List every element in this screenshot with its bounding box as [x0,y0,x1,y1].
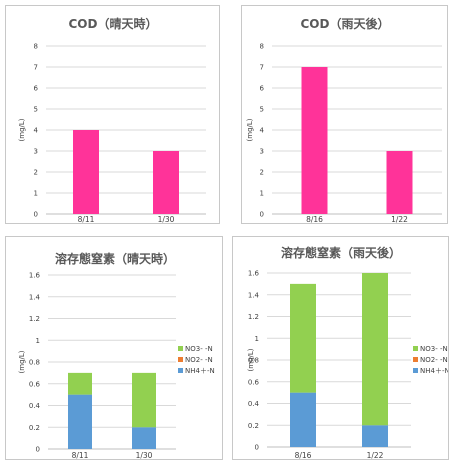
x-category-label: 1/30 [136,451,153,460]
nitrogen-rainy-chart-panel: 溶存態窒素（雨天後） (mg/L) 0 0.2 0.4 0.6 0.8 1 1.2 1.4 1.6 8… [232,236,449,460]
y-tick-label: 0.2 [29,424,40,432]
y-tick-label: 1 [36,337,40,345]
legend-label-nh4: NH4＋-N [185,367,215,375]
cod-sunny-chart-panel: COD（晴天時） (mg/L) 0 1 2 3 4 5 6 7 8 8/11 1/30 [5,5,220,224]
y-tick-label: 3 [260,148,264,156]
legend-label-nh4: NH4＋-N [420,367,449,375]
nitrogen-sunny-svg: 溶存態窒素（晴天時） (mg/L) 0 0.2 0.4 0.6 0.8 1 1.2 1.4 1.6 8… [18,251,215,460]
bar-segment-nh4-8-16 [290,392,316,447]
x-category-label: 1/30 [158,215,175,224]
y-tick-label: 1.6 [248,270,260,278]
chart-title: 溶存態窒素（雨天後） [281,245,401,260]
cod-rainy-chart-panel: COD（雨天後） (mg/L) 0 1 2 3 4 5 6 7 8 8/16 1/22 [241,5,448,224]
legend-label-no3: NO3- -N [185,345,213,353]
bar-segment-no3-1-30 [132,372,156,428]
bar-1-30 [153,151,179,214]
chart-title: 溶存態窒素（晴天時） [55,251,175,266]
y-tick-label: 2 [34,169,38,177]
legend-label-no3: NO3- -N [420,345,448,353]
y-tick-label: 0.8 [29,359,40,367]
bar-segment-nh4-1-30 [132,427,156,449]
y-tick-label: 8 [260,43,264,51]
bar-1-22 [386,151,413,214]
x-category-label: 8/11 [78,215,95,224]
bar-segment-no3-8-11 [68,372,92,395]
legend-label-no2: NO2- -N [185,356,213,364]
cod-sunny-svg: COD（晴天時） (mg/L) 0 1 2 3 4 5 6 7 8 8/11 1/30 [18,16,206,224]
y-axis-label: (mg/L) [18,118,26,141]
y-tick-label: 1 [34,190,38,198]
y-tick-label: 0.6 [29,380,41,388]
y-axis-label: (mg/L) [246,118,254,141]
bar-segment-nh4-1-22 [362,425,388,447]
legend-label-no2: NO2- -N [420,356,448,364]
x-category-label: 1/22 [367,451,384,460]
bar-segment-no3-1-22 [362,273,388,426]
legend-swatch-no2 [413,357,418,362]
y-tick-label: 5 [34,106,38,114]
chart-title: COD（晴天時） [69,16,158,31]
y-tick-label: 3 [34,148,38,156]
y-axis-label: (mg/L) [18,350,26,373]
legend-swatch-no3 [178,346,183,351]
y-axis-label: (mg/L) [247,348,255,371]
y-tick-label: 8 [34,43,38,51]
y-tick-label: 1.4 [29,293,41,301]
x-category-label: 1/22 [391,215,408,224]
y-tick-label: 0 [260,211,264,219]
y-tick-label: 0.8 [248,357,259,365]
y-tick-label: 5 [260,106,264,114]
x-category-label: 8/16 [295,451,312,460]
y-tick-label: 1 [255,335,259,343]
y-tick-label: 0.6 [248,378,260,386]
legend-swatch-no2 [178,357,183,362]
y-tick-label: 1.6 [29,272,41,280]
y-tick-label: 0.2 [248,422,259,430]
y-tick-label: 2 [260,169,264,177]
chart-title: COD（雨天後） [301,16,390,31]
legend-swatch-nh4 [413,368,418,373]
y-tick-label: 0 [34,211,38,219]
y-tick-label: 0 [255,444,259,452]
y-tick-label: 6 [260,85,265,93]
y-tick-label: 0.4 [248,400,260,408]
y-tick-label: 1.2 [29,315,40,323]
y-tick-label: 1.2 [248,313,259,321]
legend-swatch-no3 [413,346,418,351]
bar-8-16 [301,67,328,214]
y-tick-label: 6 [34,85,39,93]
y-tick-label: 1 [260,190,264,198]
bar-segment-nh4-8-11 [68,394,92,449]
y-tick-label: 0.4 [29,402,41,410]
cod-rainy-svg: COD（雨天後） (mg/L) 0 1 2 3 4 5 6 7 8 8/16 1/22 [246,16,442,224]
nitrogen-sunny-chart-panel: 溶存態窒素（晴天時） (mg/L) 0 0.2 0.4 0.6 0.8 1 1.2 1.4 1.6 8… [5,236,223,460]
x-category-label: 8/11 [72,451,89,460]
bar-segment-no3-8-16 [290,283,316,393]
x-category-label: 8/16 [306,215,323,224]
y-tick-label: 4 [34,127,39,135]
y-tick-label: 7 [34,64,38,72]
y-tick-label: 4 [260,127,265,135]
nitrogen-rainy-svg: 溶存態窒素（雨天後） (mg/L) 0 0.2 0.4 0.6 0.8 1 1.2 1.4 1.6 8… [247,245,449,460]
y-tick-label: 7 [260,64,264,72]
bar-8-11 [73,130,99,214]
y-tick-label: 0 [36,446,40,454]
legend-swatch-nh4 [178,368,183,373]
y-tick-label: 1.4 [248,291,260,299]
